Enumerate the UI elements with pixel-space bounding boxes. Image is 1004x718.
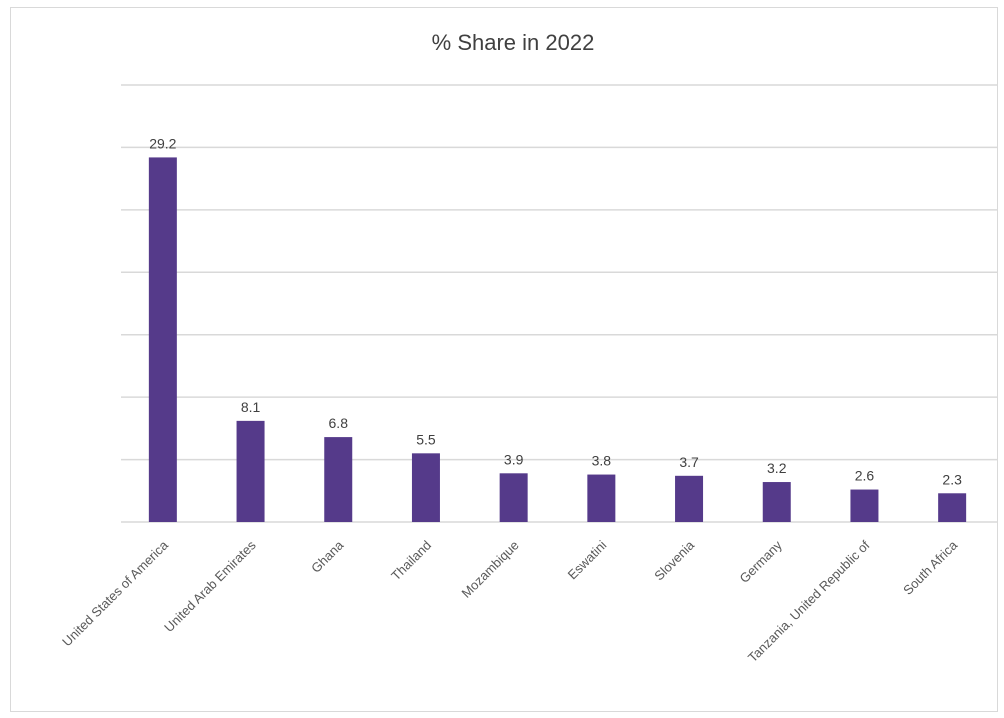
category-label: South Africa xyxy=(900,537,961,598)
category-label: Slovenia xyxy=(651,537,697,583)
data-label: 6.8 xyxy=(329,415,349,431)
bars xyxy=(148,157,967,522)
category-label: Eswatini xyxy=(565,537,610,582)
bar xyxy=(499,473,528,522)
bar xyxy=(587,474,616,522)
data-label: 3.9 xyxy=(504,451,524,467)
chart-title: % Share in 2022 xyxy=(432,30,595,55)
data-label: 3.7 xyxy=(679,454,699,470)
value-labels: 29.2 8.1 6.8 5.5 3.9 3.8 3.7 3.2 2.6 2.3 xyxy=(149,135,962,487)
data-label: 2.3 xyxy=(942,471,962,487)
data-label: 29.2 xyxy=(149,135,176,151)
data-label: 2.6 xyxy=(855,468,875,484)
category-label: Germany xyxy=(736,537,785,586)
bar xyxy=(324,437,353,522)
category-label: Thailand xyxy=(388,538,434,584)
bar-chart: % Share in 2022 29.2 8.1 6.8 5.5 3.9 3.8 3.7 3.… xyxy=(59,30,998,665)
bar xyxy=(850,489,879,522)
category-label: United Arab Emirates xyxy=(161,537,259,635)
bar xyxy=(411,453,440,522)
data-label: 5.5 xyxy=(416,431,436,447)
bar xyxy=(148,157,177,522)
bar xyxy=(762,482,791,522)
data-label: 8.1 xyxy=(241,399,261,415)
data-label: 3.8 xyxy=(592,453,612,469)
gridlines xyxy=(121,84,998,523)
category-label: Mozambique xyxy=(459,538,522,601)
data-label: 3.2 xyxy=(767,460,787,476)
bar xyxy=(236,420,265,522)
chart-frame: % Share in 2022 29.2 8.1 6.8 5.5 3.9 3.8 3.7 3.… xyxy=(10,7,998,712)
bar xyxy=(675,475,704,522)
bar xyxy=(938,493,967,522)
category-label: United States of America xyxy=(59,537,171,649)
category-label: Ghana xyxy=(308,537,347,576)
